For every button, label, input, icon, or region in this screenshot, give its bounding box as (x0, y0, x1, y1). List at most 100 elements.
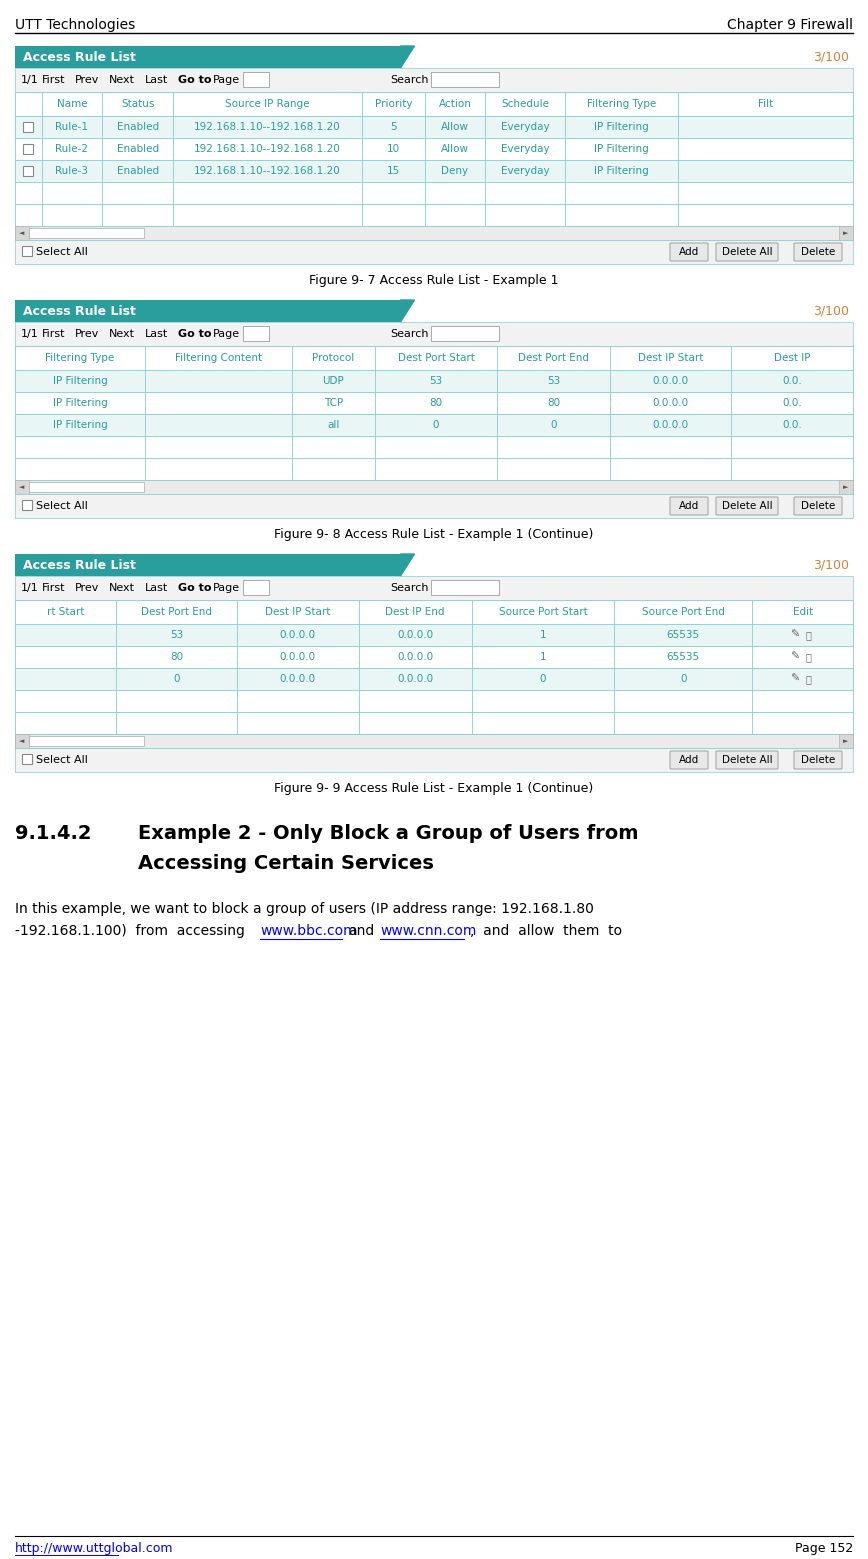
Bar (243, 326, 269, 341)
Bar (358, 624, 471, 645)
Text: 0.0.0.0: 0.0.0.0 (397, 652, 433, 663)
Text: 1: 1 (540, 652, 546, 663)
Bar (15, 712, 115, 734)
Bar (115, 624, 237, 645)
Text: -192.168.1.100)  from  accessing: -192.168.1.100) from accessing (15, 924, 245, 939)
Bar (732, 346, 853, 369)
Text: Delete: Delete (801, 755, 835, 765)
Text: Rule-2: Rule-2 (56, 143, 89, 154)
Bar (496, 437, 610, 458)
Bar (15, 437, 145, 458)
Bar (29, 228, 144, 239)
Text: ✎: ✎ (790, 630, 799, 641)
Bar (424, 182, 485, 204)
Bar (431, 580, 499, 596)
Bar (15, 645, 115, 667)
Text: 3/100: 3/100 (813, 50, 849, 64)
Text: 65535: 65535 (667, 630, 700, 641)
Text: 192.168.1.10--192.168.1.20: 192.168.1.10--192.168.1.20 (194, 165, 341, 176)
Bar (610, 391, 732, 415)
Bar (15, 480, 853, 494)
Bar (565, 115, 678, 139)
Bar (23, 143, 33, 154)
Text: Last: Last (145, 75, 168, 86)
Text: Deny: Deny (442, 165, 469, 176)
Text: Figure 9- 7 Access Rule List - Example 1: Figure 9- 7 Access Rule List - Example 1 (309, 274, 559, 287)
Text: Priority: Priority (375, 100, 412, 109)
Bar (839, 734, 853, 748)
Text: Everyday: Everyday (501, 122, 549, 133)
Bar (292, 458, 375, 480)
Bar (424, 204, 485, 226)
Bar (424, 139, 485, 161)
Bar (292, 346, 375, 369)
Bar (15, 182, 42, 204)
Text: Enabled: Enabled (116, 143, 159, 154)
Bar (610, 369, 732, 391)
FancyBboxPatch shape (716, 751, 778, 769)
Text: Dest IP End: Dest IP End (385, 606, 445, 617)
Bar (485, 182, 565, 204)
Text: ◄: ◄ (19, 737, 24, 744)
Bar (610, 458, 732, 480)
Bar (15, 480, 29, 494)
Bar (732, 391, 853, 415)
Bar (615, 712, 753, 734)
Bar (15, 734, 853, 748)
Bar (471, 600, 615, 624)
Bar (358, 667, 471, 691)
Bar (102, 115, 174, 139)
Bar (732, 458, 853, 480)
Bar (15, 415, 145, 437)
Text: 1/1: 1/1 (21, 329, 39, 338)
Bar (565, 161, 678, 182)
Text: Search: Search (390, 329, 429, 338)
Bar (15, 161, 853, 182)
Text: Go to: Go to (178, 329, 212, 338)
Text: 0.0.: 0.0. (782, 398, 802, 408)
Text: Add: Add (679, 500, 699, 511)
Bar (753, 667, 853, 691)
Text: Select All: Select All (36, 500, 88, 511)
FancyBboxPatch shape (794, 243, 842, 260)
Bar (174, 204, 362, 226)
Bar (237, 624, 358, 645)
Bar (732, 369, 853, 391)
Bar (753, 624, 853, 645)
Bar (496, 369, 610, 391)
Text: ✎: ✎ (790, 652, 799, 663)
Bar (358, 645, 471, 667)
Bar (615, 645, 753, 667)
Bar (753, 645, 853, 667)
Bar (145, 346, 292, 369)
Bar (15, 415, 853, 437)
Text: Dest Port End: Dest Port End (141, 606, 212, 617)
Text: Access Rule List: Access Rule List (23, 558, 136, 572)
Text: Filtering Content: Filtering Content (174, 352, 262, 363)
Text: 80: 80 (170, 652, 183, 663)
Bar (292, 437, 375, 458)
Bar (678, 92, 853, 115)
Text: Status: Status (121, 100, 155, 109)
Bar (15, 667, 853, 691)
Text: 1: 1 (540, 630, 546, 641)
Text: 0.0.0.0: 0.0.0.0 (279, 652, 316, 663)
Text: 0.0.0.0: 0.0.0.0 (653, 419, 689, 430)
Text: 53: 53 (169, 630, 183, 641)
Bar (15, 115, 42, 139)
Bar (496, 415, 610, 437)
Text: UDP: UDP (323, 376, 345, 387)
Bar (15, 748, 853, 772)
Bar (102, 182, 174, 204)
Text: Schedule: Schedule (501, 100, 549, 109)
Text: 🗑: 🗑 (806, 630, 812, 641)
Text: www.bbc.com: www.bbc.com (260, 924, 357, 939)
Text: 0.0.0.0: 0.0.0.0 (279, 630, 316, 641)
Text: rt Start: rt Start (47, 606, 84, 617)
Bar (15, 47, 400, 69)
Bar (15, 458, 853, 480)
FancyBboxPatch shape (716, 497, 778, 514)
Text: Last: Last (145, 329, 168, 338)
Text: 192.168.1.10--192.168.1.20: 192.168.1.10--192.168.1.20 (194, 143, 341, 154)
Bar (15, 624, 853, 645)
